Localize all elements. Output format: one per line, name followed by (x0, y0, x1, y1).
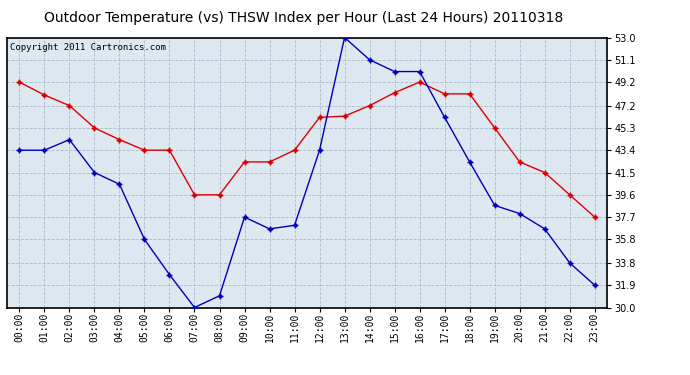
Text: Outdoor Temperature (vs) THSW Index per Hour (Last 24 Hours) 20110318: Outdoor Temperature (vs) THSW Index per … (44, 11, 563, 25)
Text: Copyright 2011 Cartronics.com: Copyright 2011 Cartronics.com (10, 43, 166, 52)
